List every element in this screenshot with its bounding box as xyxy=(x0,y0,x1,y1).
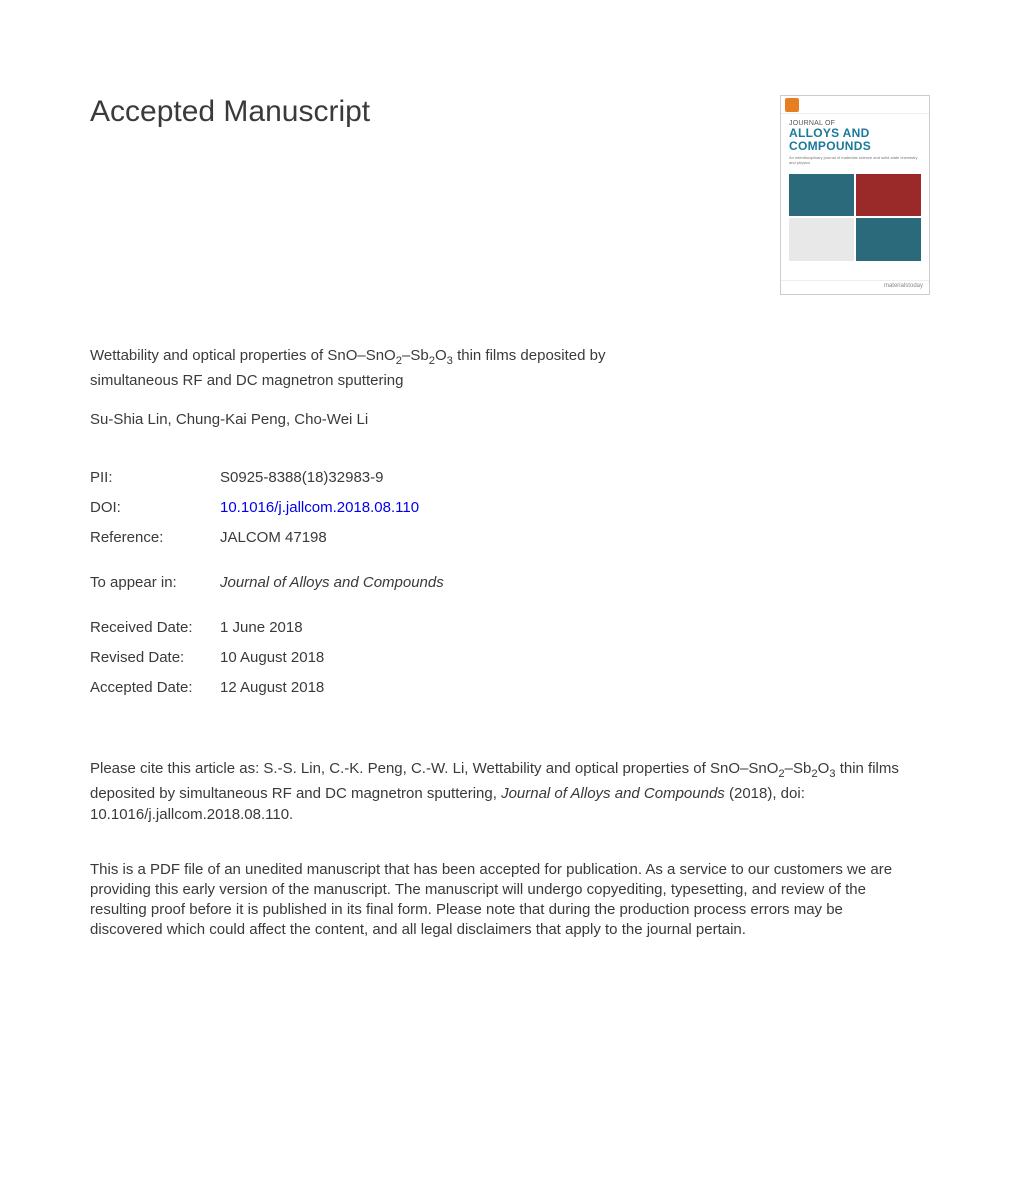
meta-row-received: Received Date: 1 June 2018 xyxy=(90,613,930,643)
publisher-logo-icon xyxy=(785,98,799,112)
meta-row-doi: DOI: 10.1016/j.jallcom.2018.08.110 xyxy=(90,493,930,523)
meta-label-received: Received Date: xyxy=(90,613,220,643)
meta-value-revised: 10 August 2018 xyxy=(220,643,324,673)
meta-label-appear: To appear in: xyxy=(90,568,220,598)
meta-value-received: 1 June 2018 xyxy=(220,613,303,643)
meta-label-doi: DOI: xyxy=(90,493,220,523)
meta-row-pii: PII: S0925-8388(18)32983-9 xyxy=(90,463,930,493)
cover-journal-name: ALLOYS AND COMPOUNDS xyxy=(789,127,921,153)
journal-cover-thumbnail: JOURNAL OF ALLOYS AND COMPOUNDS An inter… xyxy=(780,95,930,295)
cover-subtitle: An interdisciplinary journal of material… xyxy=(789,156,921,166)
meta-row-revised: Revised Date: 10 August 2018 xyxy=(90,643,930,673)
meta-label-accepted: Accepted Date: xyxy=(90,673,220,703)
cover-footer: materialstoday xyxy=(781,280,929,294)
meta-row-accepted: Accepted Date: 12 August 2018 xyxy=(90,673,930,703)
article-title: Wettability and optical properties of Sn… xyxy=(90,345,670,391)
meta-label-revised: Revised Date: xyxy=(90,643,220,673)
authors: Su-Shia Lin, Chung-Kai Peng, Cho-Wei Li xyxy=(90,411,930,428)
meta-label-pii: PII: xyxy=(90,463,220,493)
meta-value-pii: S0925-8388(18)32983-9 xyxy=(220,463,383,493)
disclaimer-text: This is a PDF file of an unedited manusc… xyxy=(90,860,910,941)
cover-square-3 xyxy=(789,218,854,261)
cover-top-bar xyxy=(781,96,929,114)
cover-squares xyxy=(781,170,929,265)
cover-title-area: JOURNAL OF ALLOYS AND COMPOUNDS An inter… xyxy=(781,114,929,170)
meta-label-reference: Reference: xyxy=(90,523,220,553)
cover-square-2 xyxy=(856,174,921,217)
meta-row-appear: To appear in: Journal of Alloys and Comp… xyxy=(90,568,930,598)
meta-value-doi[interactable]: 10.1016/j.jallcom.2018.08.110 xyxy=(220,493,419,523)
page-heading: Accepted Manuscript xyxy=(90,95,370,129)
meta-value-accepted: 12 August 2018 xyxy=(220,673,324,703)
meta-value-appear: Journal of Alloys and Compounds xyxy=(220,568,444,598)
header-row: Accepted Manuscript JOURNAL OF ALLOYS AN… xyxy=(90,95,930,295)
cover-square-1 xyxy=(789,174,854,217)
meta-table: PII: S0925-8388(18)32983-9 DOI: 10.1016/… xyxy=(90,463,930,703)
meta-row-reference: Reference: JALCOM 47198 xyxy=(90,523,930,553)
meta-value-reference: JALCOM 47198 xyxy=(220,523,327,553)
citation-text: Please cite this article as: S.-S. Lin, … xyxy=(90,758,910,825)
cover-square-4 xyxy=(856,218,921,261)
